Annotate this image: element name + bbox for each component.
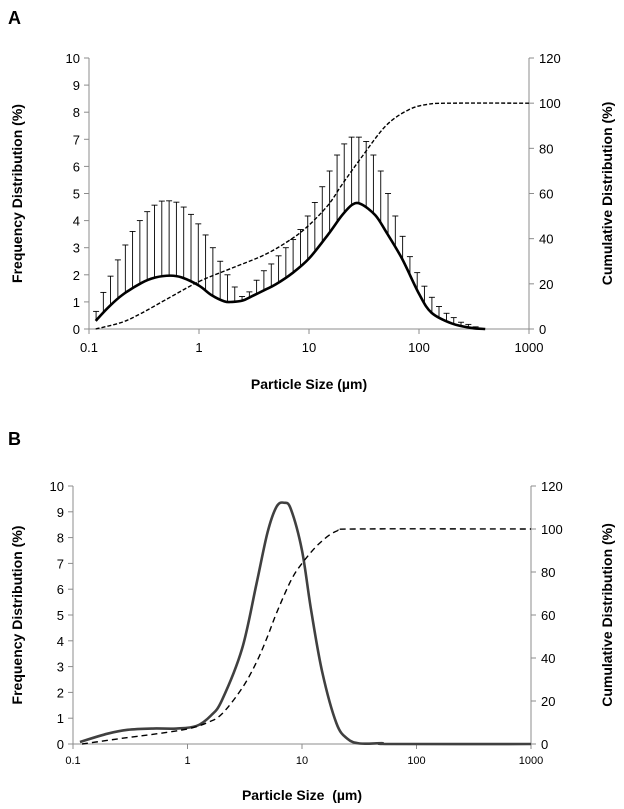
y-tick-label: 2 [57, 685, 64, 700]
x-tick-label: 1 [195, 340, 202, 355]
x-tick-label: 0.1 [65, 755, 80, 767]
chart-panel-a: A0.1 1 10 100 100001234567891002040608010012… [8, 8, 615, 392]
frequency-distribution-line [79, 501, 532, 746]
y-tick-label: 6 [73, 159, 80, 174]
y-tick-label: 9 [57, 505, 64, 520]
y-tick-label: 3 [57, 660, 64, 675]
y-axis-title: Frequency Distribution (%) [9, 526, 25, 705]
y2-tick-label: 40 [539, 232, 553, 247]
x-tick-label: 1000 [519, 755, 543, 767]
cumulative-distribution-line [81, 528, 532, 745]
y-tick-label: 1 [57, 711, 64, 726]
y2-tick-label: 120 [539, 51, 561, 66]
y-tick-label: 7 [57, 556, 64, 571]
y2-tick-label: 0 [539, 322, 546, 337]
y2-tick-label: 0 [541, 737, 548, 752]
y2-axis-title: Cumulative Distribution (%) [599, 102, 615, 286]
y-tick-label: 10 [50, 479, 64, 494]
frequency-distribution-line [94, 201, 486, 331]
x-tick-label: 10 [302, 340, 316, 355]
x-tick-label: 10 [296, 755, 308, 767]
y2-tick-label: 120 [541, 479, 563, 494]
cumulative-distribution-line [95, 102, 530, 330]
y-tick-label: 0 [73, 322, 80, 337]
x-axis-title: Particle Size (µm) [251, 376, 367, 392]
panel-label: B [8, 429, 21, 449]
y-tick-label: 4 [57, 634, 64, 649]
x-tick-label: 1 [184, 755, 190, 767]
y-axis-title: Frequency Distribution (%) [9, 104, 25, 283]
y2-tick-label: 20 [539, 277, 553, 292]
y-tick-label: 8 [57, 531, 64, 546]
panel-label: A [8, 8, 21, 28]
y-tick-label: 4 [73, 214, 80, 229]
x-tick-label: 100 [408, 340, 430, 355]
y2-tick-label: 20 [541, 694, 555, 709]
y-tick-label: 2 [73, 268, 80, 283]
y2-tick-label: 60 [539, 187, 553, 202]
chart-panel-b: B0.1 1 10 100 100001234567891002040608010012… [8, 429, 615, 803]
y-tick-label: 3 [73, 241, 80, 256]
y-tick-label: 1 [73, 295, 80, 310]
y-tick-label: 5 [57, 608, 64, 623]
y2-tick-label: 80 [539, 141, 553, 156]
x-axis-title: Particle Size (µm) [242, 787, 362, 803]
y-tick-label: 5 [73, 187, 80, 202]
x-tick-label: 100 [407, 755, 425, 767]
y2-axis-title: Cumulative Distribution (%) [599, 523, 615, 707]
y2-tick-label: 100 [539, 96, 561, 111]
y2-tick-label: 80 [541, 565, 555, 580]
y-tick-label: 9 [73, 78, 80, 93]
y-tick-label: 10 [66, 51, 80, 66]
x-tick-label: 1000 [515, 340, 544, 355]
x-tick-label: 0.1 [80, 340, 98, 355]
y2-tick-label: 60 [541, 608, 555, 623]
y2-tick-label: 40 [541, 651, 555, 666]
y-tick-label: 6 [57, 582, 64, 597]
y-tick-label: 7 [73, 132, 80, 147]
y-tick-label: 8 [73, 105, 80, 120]
y2-tick-label: 100 [541, 522, 563, 537]
y-tick-label: 0 [57, 737, 64, 752]
